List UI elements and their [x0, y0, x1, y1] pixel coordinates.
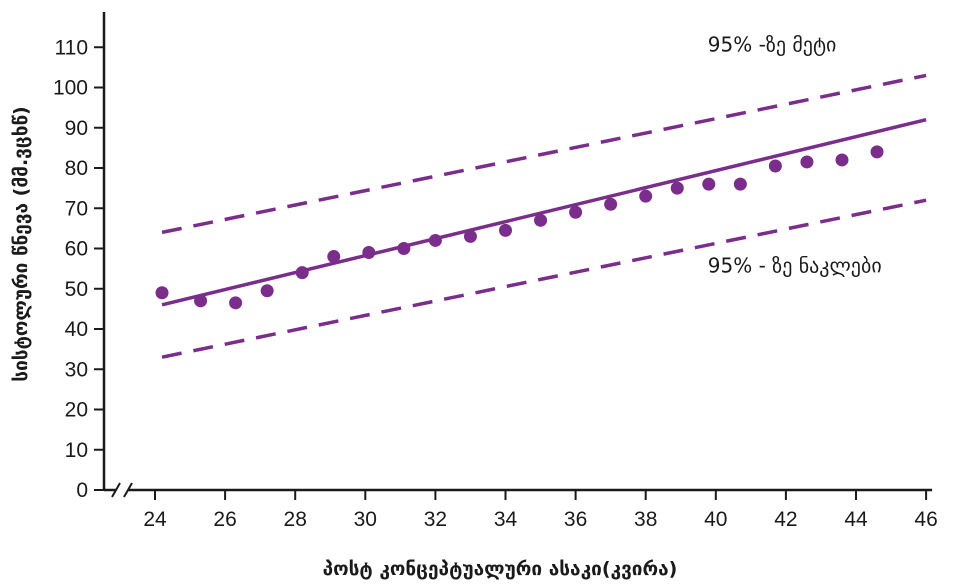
y-tick-label: 80 [65, 157, 88, 180]
x-tick-label: 28 [284, 508, 307, 531]
data-point [194, 294, 208, 308]
y-tick-label: 0 [76, 479, 88, 502]
data-point [534, 213, 548, 227]
chart-labels: პოსტ კონცეპტუალური ასაკი(კვირა) სისტოლურ… [10, 32, 882, 580]
data-point [229, 296, 243, 310]
x-tick-label: 24 [143, 508, 167, 531]
x-tick-label: 26 [213, 508, 236, 531]
y-tick-label: 70 [65, 197, 88, 220]
x-tick-label: 36 [564, 508, 587, 531]
regression-line [161, 117, 927, 307]
data-points [155, 145, 884, 310]
x-tick-label: 32 [424, 508, 447, 531]
y-axis-title: სისტოლური წნევა (მმ.ვცხწ) [10, 106, 32, 381]
x-tick-label: 46 [914, 508, 937, 531]
y-tick-label: 110 [55, 36, 88, 59]
data-point [835, 153, 849, 167]
y-tick-label: 100 [53, 77, 88, 100]
axis-break-mark-2 [123, 482, 133, 498]
x-tick-label: 42 [774, 508, 797, 531]
data-point [702, 177, 716, 191]
data-point [670, 181, 684, 195]
x-tick-label: 38 [634, 508, 657, 531]
data-point [768, 159, 782, 173]
data-point [362, 246, 376, 260]
axis-break-mark-1 [111, 482, 121, 498]
data-point [870, 145, 884, 159]
x-tick-label: 44 [844, 508, 868, 531]
trend-lines [161, 73, 927, 359]
data-point [800, 155, 814, 169]
lower-95-line [161, 198, 927, 359]
y-tick-label: 10 [65, 439, 88, 462]
data-point [639, 189, 653, 203]
y-tick-label: 40 [65, 318, 88, 341]
data-point [733, 177, 747, 191]
data-point [295, 266, 309, 280]
annotation-above-95: 95% -ზე მეტი [708, 32, 837, 56]
y-tick-label: 90 [65, 117, 88, 140]
y-tick-label: 50 [65, 278, 88, 301]
data-point [155, 286, 169, 300]
y-tick-label: 30 [65, 358, 88, 381]
data-point [260, 284, 274, 298]
data-point [604, 197, 618, 211]
y-tick-label: 60 [65, 238, 88, 261]
data-point [397, 242, 411, 255]
y-tick-label: 20 [65, 399, 88, 422]
x-tick-label: 34 [494, 508, 518, 531]
x-axis-title: პოსტ კონცეპტუალური ასაკი(კვირა) [323, 558, 678, 580]
data-point [327, 250, 341, 264]
upper-95-line [161, 73, 927, 235]
x-tick-label: 40 [704, 508, 727, 531]
data-point [499, 223, 512, 237]
annotation-below-95: 95% - ზე ნაკლები [708, 254, 882, 278]
data-point [569, 205, 583, 219]
x-tick-label: 30 [354, 508, 377, 531]
data-point [463, 229, 477, 243]
axis-ticks: 0 10 20 30 40 50 60 70 80 90 100 110 24 26 28 30 32 34 36 3… [53, 36, 938, 531]
data-point [428, 233, 442, 247]
